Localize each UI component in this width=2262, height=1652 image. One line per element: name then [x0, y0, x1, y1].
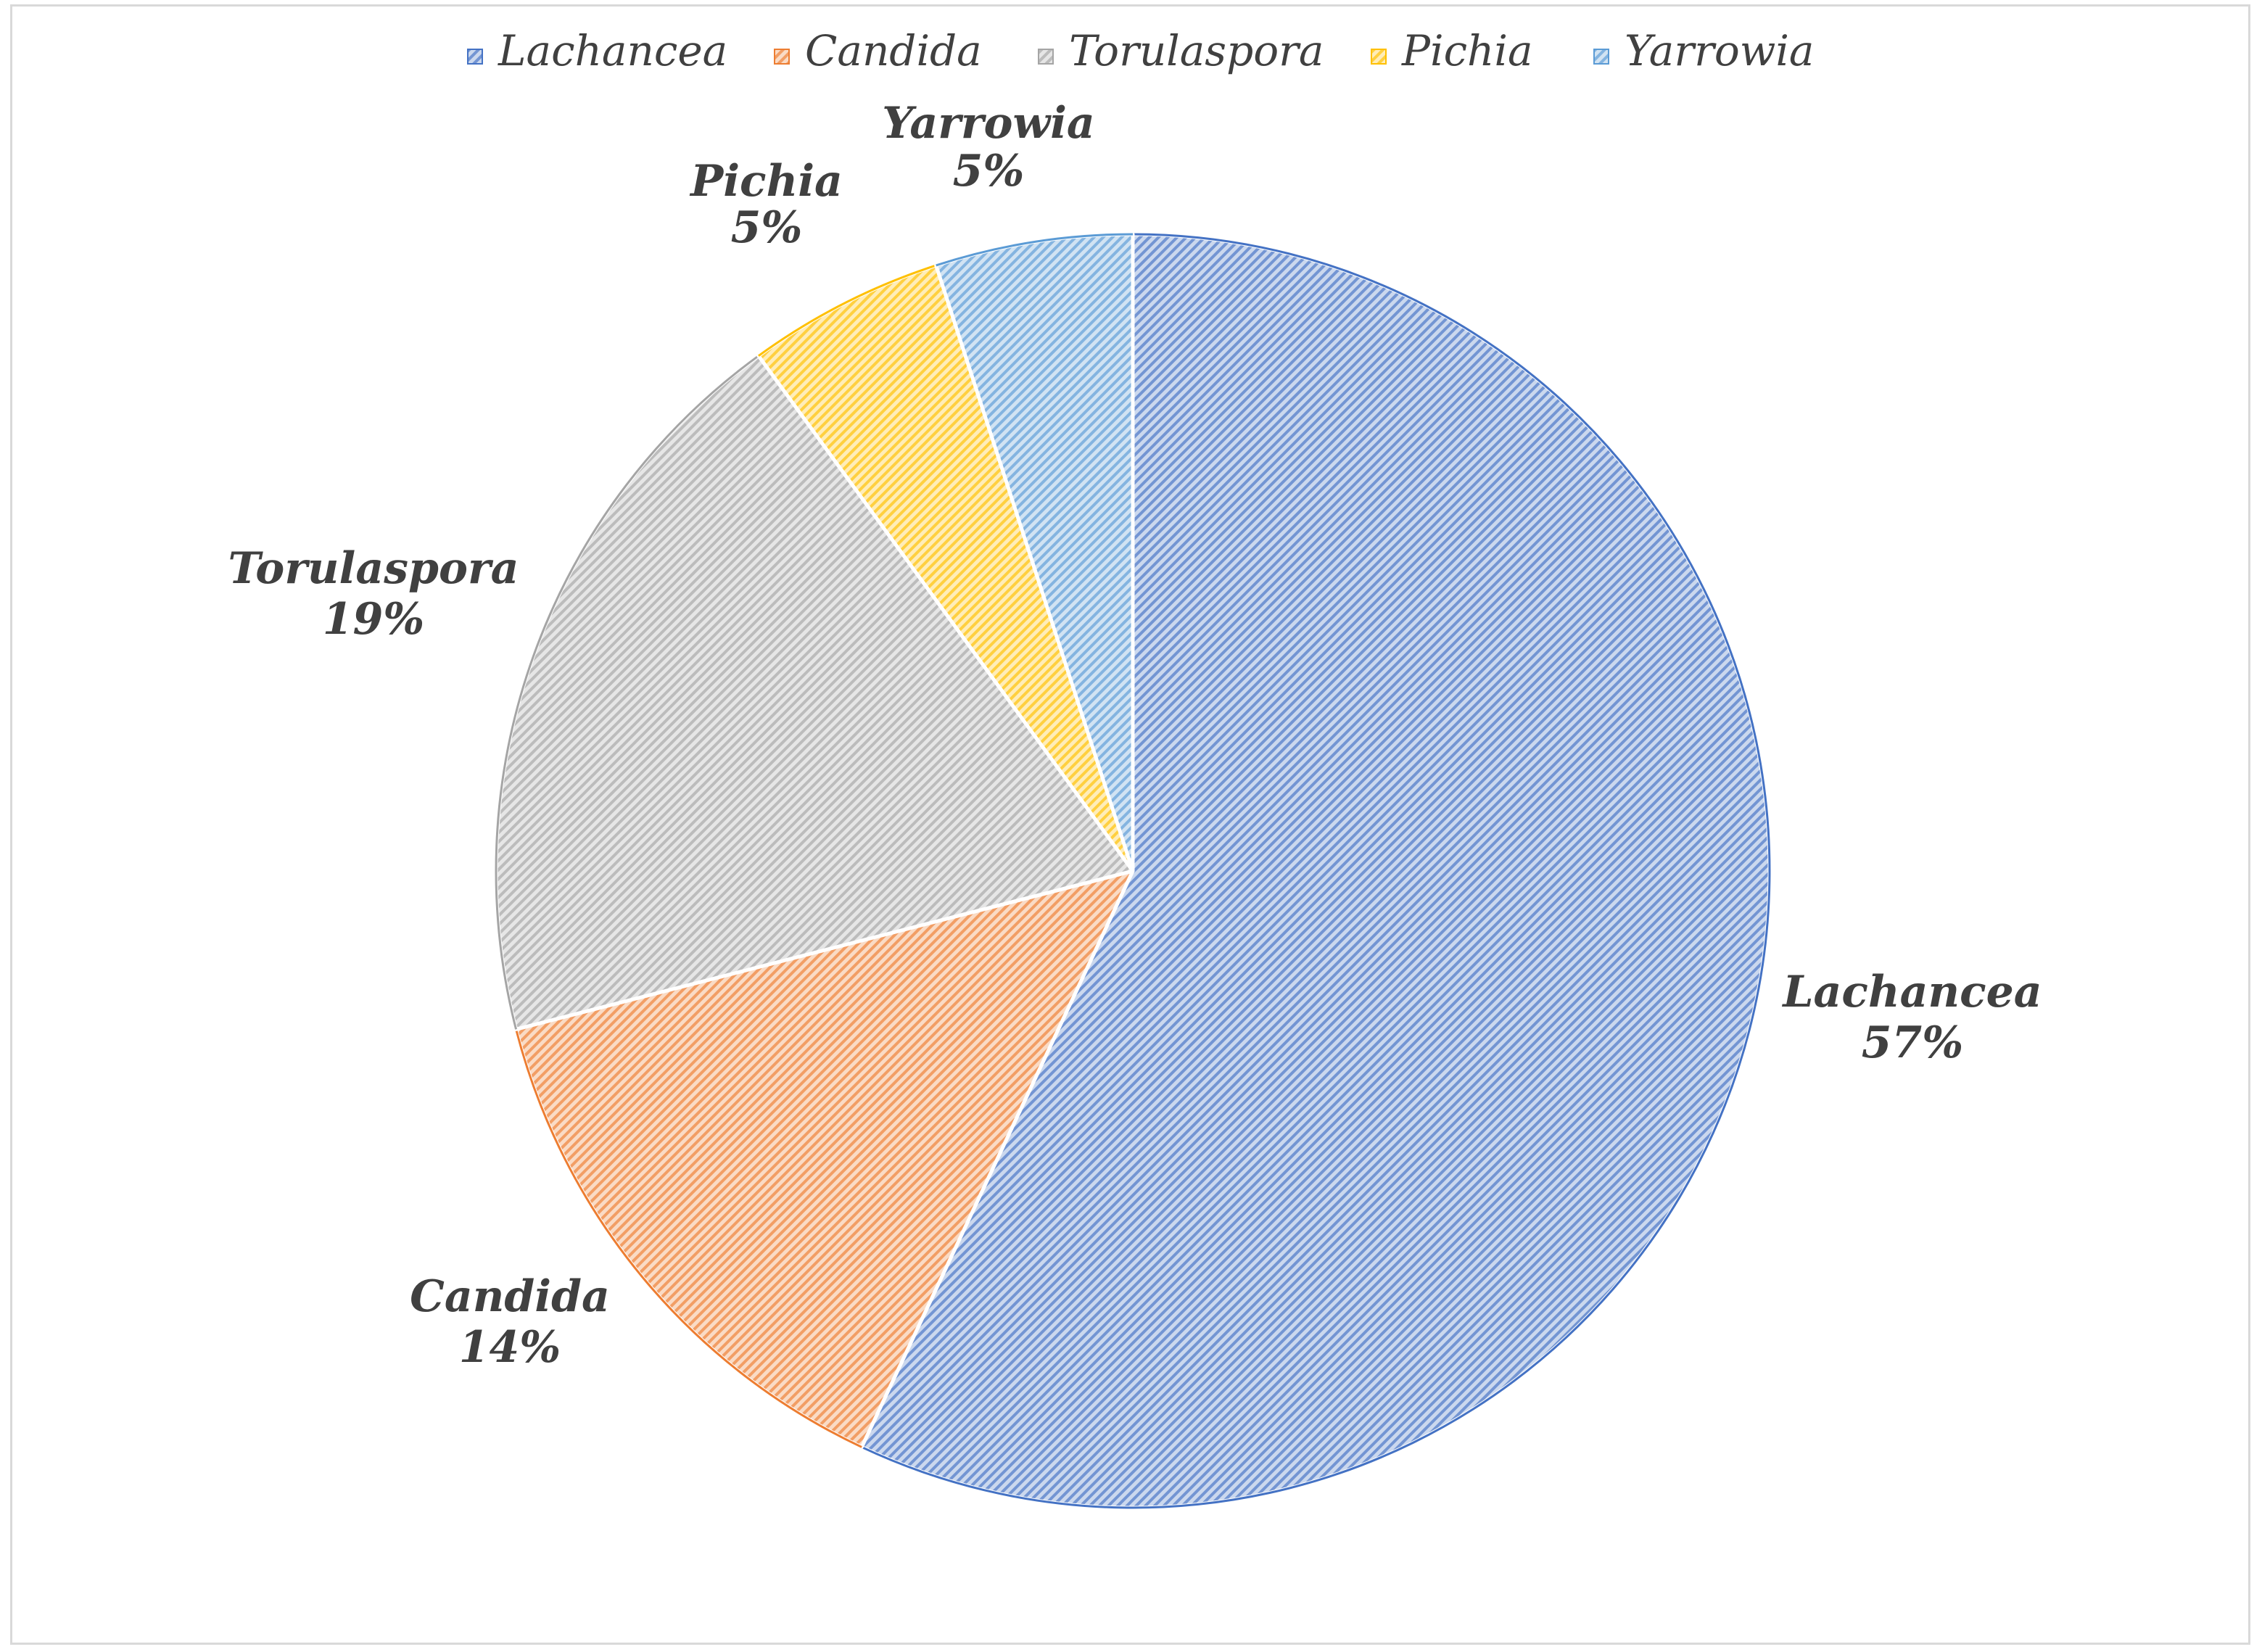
data-label-value-yarrowia: 5% — [953, 146, 1025, 197]
data-label-category-yarrowia: Yarrowia — [882, 98, 1095, 149]
legend-label-torulaspora: Torulaspora — [1069, 26, 1324, 75]
legend-swatch-candida — [774, 49, 790, 65]
slice-edge-lachancea — [861, 233, 1771, 1509]
legend-swatch-yarrowia — [1593, 49, 1609, 65]
pie-slices — [494, 232, 1772, 1510]
legend: Lachancea Candida Torulaspora Pichia Yarrowi… — [467, 26, 1815, 75]
legend-swatch-torulaspora — [1038, 49, 1054, 65]
data-label-value-torulaspora: 19% — [323, 594, 425, 645]
legend-label-yarrowia: Yarrowia — [1625, 26, 1815, 75]
data-label-category-pichia: Pichia — [689, 156, 843, 207]
data-label-category-torulaspora: Torulaspora — [228, 543, 519, 594]
data-label-value-lachancea: 57% — [1862, 1017, 1964, 1068]
legend-label-lachancea: Lachancea — [498, 26, 727, 75]
data-label-value-candida: 14% — [459, 1322, 561, 1373]
slice-edge-candida — [515, 1028, 862, 1448]
legend-swatch-lachancea — [467, 49, 483, 65]
legend-swatch-pichia — [1371, 49, 1387, 65]
data-label-value-pichia: 5% — [731, 202, 803, 253]
slice-edge-yarrowia — [936, 233, 1134, 267]
legend-label-pichia: Pichia — [1401, 26, 1533, 75]
data-label-category-lachancea: Lachancea — [1781, 967, 2042, 1017]
data-label-category-candida: Candida — [410, 1271, 610, 1322]
slice-edge-torulaspora — [495, 355, 759, 1030]
slice-edge-pichia — [758, 264, 937, 357]
legend-label-candida: Candida — [805, 26, 982, 75]
